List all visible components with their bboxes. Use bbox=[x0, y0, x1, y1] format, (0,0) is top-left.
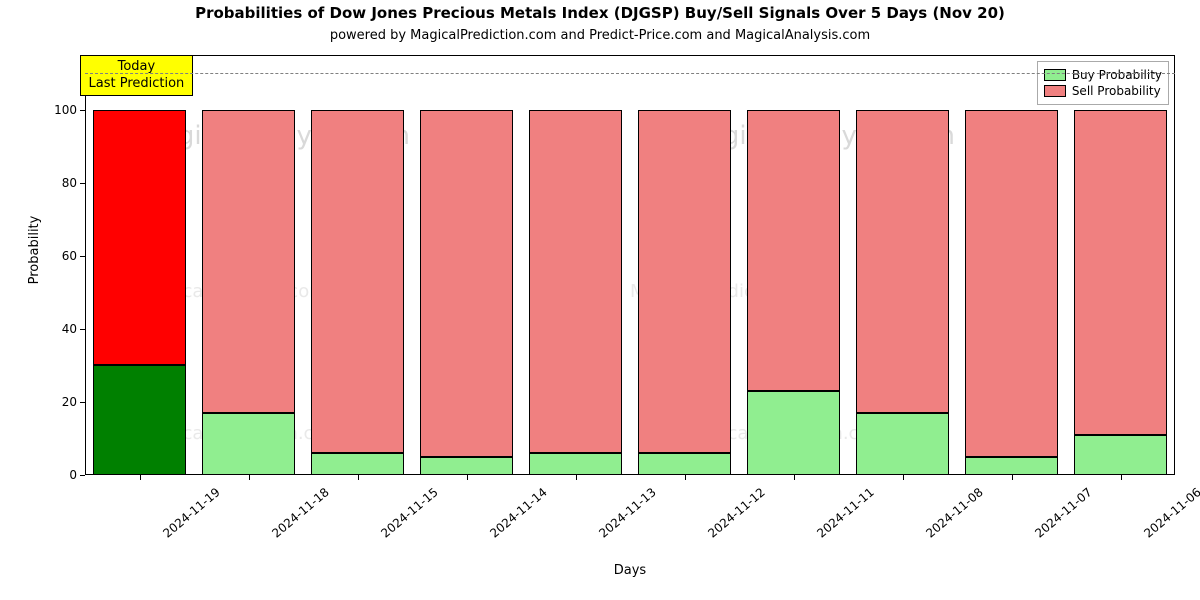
chart-container: Probabilities of Dow Jones Precious Meta… bbox=[0, 0, 1200, 600]
x-tick bbox=[358, 475, 359, 480]
x-tick-label: 2024-11-08 bbox=[923, 485, 985, 541]
y-tick bbox=[80, 110, 85, 111]
bar-buy bbox=[311, 453, 405, 475]
x-tick bbox=[1012, 475, 1013, 480]
today-annotation: Today Last Prediction bbox=[80, 55, 194, 96]
bar-buy bbox=[747, 391, 841, 475]
annotation-line2: Last Prediction bbox=[89, 76, 185, 91]
x-tick bbox=[467, 475, 468, 480]
x-tick-label: 2024-11-12 bbox=[705, 485, 767, 541]
y-tick bbox=[80, 183, 85, 184]
y-axis-label: Probability bbox=[27, 190, 42, 310]
bar-buy bbox=[202, 413, 296, 475]
bar-buy bbox=[965, 457, 1059, 475]
legend-item-sell: Sell Probability bbox=[1044, 84, 1162, 98]
chart-subtitle: powered by MagicalPrediction.com and Pre… bbox=[0, 28, 1200, 43]
x-tick bbox=[685, 475, 686, 480]
bar-sell bbox=[93, 110, 187, 366]
bar-buy bbox=[420, 457, 514, 475]
y-tick-label: 20 bbox=[45, 395, 77, 409]
bar-sell bbox=[529, 110, 623, 453]
bar-buy bbox=[638, 453, 732, 475]
chart-title: Probabilities of Dow Jones Precious Meta… bbox=[0, 4, 1200, 22]
x-tick bbox=[576, 475, 577, 480]
legend-label-buy: Buy Probability bbox=[1072, 68, 1162, 82]
y-tick-label: 80 bbox=[45, 176, 77, 190]
reference-line bbox=[85, 73, 1175, 74]
bar-sell bbox=[202, 110, 296, 413]
y-tick bbox=[80, 256, 85, 257]
bar-sell bbox=[420, 110, 514, 457]
legend-item-buy: Buy Probability bbox=[1044, 68, 1162, 82]
x-tick-label: 2024-11-15 bbox=[378, 485, 440, 541]
y-tick bbox=[80, 475, 85, 476]
bar-sell bbox=[856, 110, 950, 413]
bar-sell bbox=[638, 110, 732, 453]
legend: Buy Probability Sell Probability bbox=[1037, 61, 1169, 105]
x-tick-label: 2024-11-06 bbox=[1141, 485, 1200, 541]
x-axis-label: Days bbox=[85, 563, 1175, 578]
x-tick bbox=[794, 475, 795, 480]
y-tick bbox=[80, 329, 85, 330]
legend-swatch-buy bbox=[1044, 69, 1066, 81]
bar-sell bbox=[1074, 110, 1168, 435]
bar-buy bbox=[529, 453, 623, 475]
bar-buy bbox=[1074, 435, 1168, 475]
x-tick-label: 2024-11-19 bbox=[160, 485, 222, 541]
x-tick-label: 2024-11-07 bbox=[1032, 485, 1094, 541]
bar-sell bbox=[965, 110, 1059, 457]
x-tick bbox=[140, 475, 141, 480]
y-tick-label: 40 bbox=[45, 322, 77, 336]
x-tick-label: 2024-11-18 bbox=[269, 485, 331, 541]
x-tick bbox=[1121, 475, 1122, 480]
x-tick bbox=[903, 475, 904, 480]
x-tick-label: 2024-11-11 bbox=[814, 485, 876, 541]
bar-sell bbox=[311, 110, 405, 453]
y-tick-label: 0 bbox=[45, 468, 77, 482]
y-tick-label: 100 bbox=[45, 103, 77, 117]
x-tick bbox=[249, 475, 250, 480]
bar-buy bbox=[93, 365, 187, 475]
x-tick-label: 2024-11-13 bbox=[596, 485, 658, 541]
legend-label-sell: Sell Probability bbox=[1072, 84, 1161, 98]
y-tick bbox=[80, 402, 85, 403]
annotation-line1: Today bbox=[118, 59, 156, 74]
x-tick-label: 2024-11-14 bbox=[487, 485, 549, 541]
legend-swatch-sell bbox=[1044, 85, 1066, 97]
y-tick-label: 60 bbox=[45, 249, 77, 263]
bar-sell bbox=[747, 110, 841, 391]
bar-buy bbox=[856, 413, 950, 475]
